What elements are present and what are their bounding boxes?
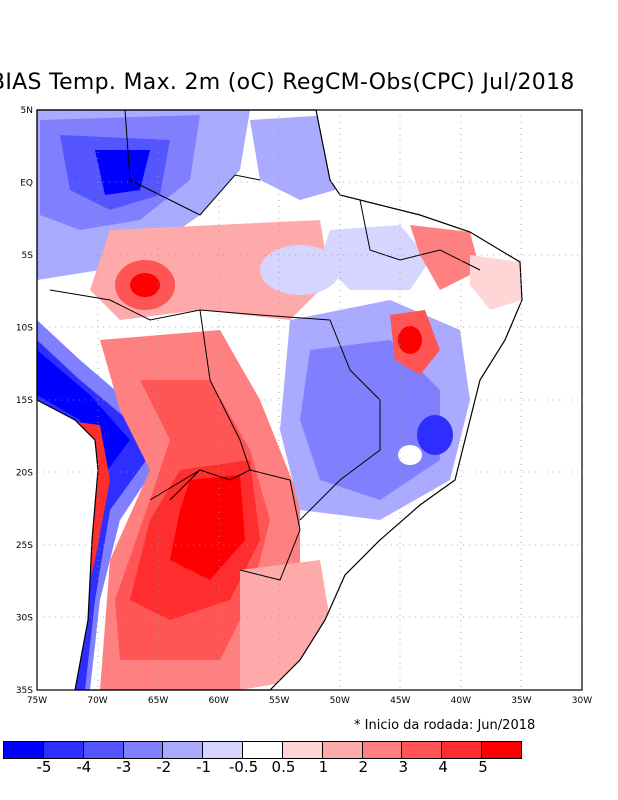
map-frame	[36, 109, 583, 691]
lon-tick-label: 50W	[330, 696, 350, 706]
coastline	[36, 109, 523, 691]
bias-map: 75W 70W 65W 60W 55W 50W 45W 40W 35W 30W 5N EQ 5S 10S…	[16, 106, 592, 706]
colorbar-label: 1	[318, 758, 329, 776]
colorbar-swatch	[442, 742, 483, 758]
lon-tick-label: 75W	[27, 696, 47, 706]
lat-tick-label: 35S	[16, 686, 33, 696]
bias-field	[37, 110, 522, 690]
colorbar-label: -2	[156, 758, 172, 776]
colorbar-label: -5	[36, 758, 52, 776]
lat-tick-label: 5N	[21, 106, 33, 116]
lat-tick-label: 15S	[16, 396, 33, 406]
longitude-axis: 75W 70W 65W 60W 55W 50W 45W 40W 35W 30W	[27, 696, 592, 706]
lon-tick-label: 55W	[269, 696, 289, 706]
figure-title: BIAS Temp. Max. 2m (oC) RegCM-Obs(CPC) J…	[0, 70, 575, 95]
colorbar-swatch	[4, 742, 44, 758]
colorbar-label: 0.5	[271, 758, 296, 776]
colorbar-label: 3	[398, 758, 408, 776]
colorbar-label: -1	[196, 758, 212, 776]
lon-tick-label: 60W	[208, 696, 228, 706]
colorbar-swatch	[243, 742, 283, 758]
lon-tick-label: 30W	[572, 696, 592, 706]
colorbar-swatch	[83, 742, 124, 758]
lat-tick-label: 20S	[16, 469, 33, 479]
lat-tick-label: 25S	[16, 541, 33, 551]
lat-tick-label: EQ	[20, 179, 33, 189]
colorbar-label: 5	[478, 758, 488, 776]
lon-tick-label: 35W	[511, 696, 531, 706]
lat-tick-label: 5S	[22, 251, 34, 261]
lat-tick-label: 10S	[16, 324, 33, 334]
colorbar	[3, 741, 522, 759]
colorbar-swatch	[362, 742, 403, 758]
colorbar-swatch	[43, 742, 84, 758]
colorbar-label: -4	[76, 758, 92, 776]
colorbar-label: -3	[116, 758, 132, 776]
lon-tick-label: 40W	[451, 696, 471, 706]
lon-tick-label: 70W	[87, 696, 107, 706]
colorbar-swatch	[203, 742, 244, 758]
colorbar-swatch	[123, 742, 164, 758]
colorbar-swatch	[482, 742, 521, 758]
gridlines	[37, 110, 582, 690]
lon-tick-label: 45W	[390, 696, 410, 706]
colorbar-label: 2	[358, 758, 369, 776]
colorbar-label: 4	[438, 758, 448, 776]
lat-tick-label: 30S	[16, 614, 33, 624]
latitude-axis: 5N EQ 5S 10S 15S 20S 25S 30S 35S	[16, 106, 33, 696]
colorbar-swatch	[163, 742, 204, 758]
colorbar-swatch	[322, 742, 363, 758]
colorbar-swatch	[402, 742, 443, 758]
colorbar-label: -0.5	[228, 758, 259, 776]
colorbar-swatch	[282, 742, 323, 758]
footnote: * Inicio da rodada: Jun/2018	[354, 718, 536, 733]
lon-tick-label: 65W	[148, 696, 168, 706]
